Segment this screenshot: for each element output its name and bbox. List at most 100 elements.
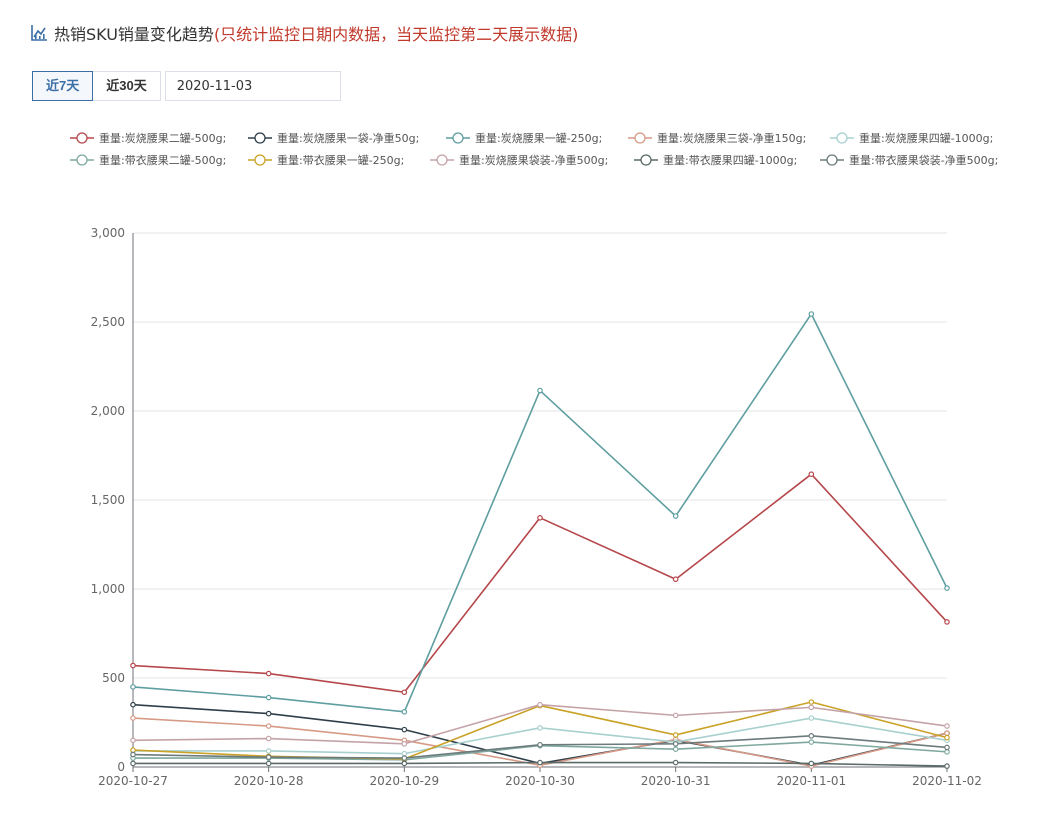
- data-point[interactable]: [537, 701, 543, 708]
- data-point[interactable]: [672, 712, 679, 719]
- data-point[interactable]: [944, 723, 950, 729]
- x-tick-label: 2020-11-02: [912, 774, 982, 788]
- y-tick-label: 500: [102, 671, 125, 685]
- data-point[interactable]: [672, 746, 679, 753]
- data-point[interactable]: [265, 723, 272, 729]
- data-point[interactable]: [944, 619, 950, 625]
- legend-marker: [436, 154, 448, 166]
- data-point[interactable]: [130, 715, 136, 721]
- legend-item[interactable]: 重量:炭烧腰果一罐-250g;: [446, 131, 602, 145]
- range-7-days-button[interactable]: 近7天: [32, 71, 94, 101]
- data-point[interactable]: [130, 684, 136, 690]
- legend-label: 重量:炭烧腰果三袋-净重150g;: [657, 131, 806, 145]
- legend-label: 重量:带衣腰果二罐-500g;: [99, 153, 226, 167]
- range-controls: 近7天 近30天: [32, 71, 341, 101]
- legend-marker: [640, 154, 652, 166]
- legend-item[interactable]: 重量:带衣腰果袋装-净重500g;: [820, 153, 998, 167]
- chart-series: [130, 311, 950, 769]
- data-point[interactable]: [808, 715, 815, 721]
- chart-grid: [133, 232, 947, 679]
- data-point[interactable]: [537, 759, 543, 766]
- chart-title: 热销SKU销量变化趋势: [54, 25, 214, 44]
- legend-item[interactable]: 重量:炭烧腰果三袋-净重150g;: [628, 131, 806, 145]
- legend-marker: [452, 132, 464, 144]
- legend-marker: [254, 132, 266, 144]
- data-point[interactable]: [944, 730, 950, 736]
- legend-item[interactable]: 重量:带衣腰果二罐-500g;: [70, 153, 226, 167]
- y-tick-label: 1,000: [91, 582, 125, 596]
- legend-marker: [634, 132, 646, 144]
- chart-header: 热销SKU销量变化趋势 (只统计监控日期内数据，当天监控第二天展示数据): [30, 20, 578, 46]
- x-tick-label: 2020-10-31: [641, 774, 711, 788]
- data-point[interactable]: [944, 744, 950, 751]
- data-point[interactable]: [265, 710, 272, 717]
- data-point[interactable]: [808, 760, 815, 767]
- chart-axes: 0 500 1,000 1,500 2,000 2,500 3,000 2020-10-27 2…: [91, 226, 982, 788]
- data-point[interactable]: [537, 387, 543, 394]
- date-input[interactable]: [164, 71, 341, 101]
- series-2: [130, 311, 950, 715]
- data-point[interactable]: [265, 760, 272, 767]
- data-point[interactable]: [672, 759, 679, 766]
- line-chart-icon: [31, 25, 47, 41]
- legend-item[interactable]: 重量:带衣腰果一罐-250g;: [248, 153, 404, 167]
- data-point[interactable]: [265, 748, 272, 754]
- data-point[interactable]: [672, 732, 679, 738]
- data-point[interactable]: [401, 760, 408, 767]
- data-point[interactable]: [808, 699, 815, 705]
- x-tick-label: 2020-10-30: [505, 774, 575, 788]
- legend-item[interactable]: 重量:炭烧腰果四罐-1000g;: [830, 131, 993, 145]
- data-point[interactable]: [944, 585, 950, 591]
- data-point[interactable]: [401, 750, 408, 757]
- y-tick-label: 0: [117, 760, 125, 774]
- data-point[interactable]: [808, 311, 815, 317]
- data-point[interactable]: [808, 704, 815, 711]
- data-point[interactable]: [944, 763, 950, 769]
- data-point[interactable]: [808, 733, 815, 739]
- legend-label: 重量:炭烧腰果二罐-500g;: [99, 131, 226, 145]
- x-tick-label: 2020-11-01: [776, 774, 846, 788]
- legend-item[interactable]: 重量:带衣腰果四罐-1000g;: [634, 153, 797, 167]
- data-point[interactable]: [130, 747, 136, 753]
- data-point[interactable]: [265, 670, 272, 677]
- data-point[interactable]: [130, 737, 136, 744]
- data-point[interactable]: [265, 694, 272, 701]
- legend-marker: [836, 132, 848, 144]
- data-point[interactable]: [672, 576, 679, 583]
- data-point[interactable]: [130, 662, 136, 669]
- data-point[interactable]: [537, 725, 543, 731]
- data-point[interactable]: [401, 709, 408, 715]
- data-point[interactable]: [401, 689, 408, 696]
- data-point[interactable]: [537, 514, 543, 521]
- series-0: [130, 471, 950, 696]
- data-point[interactable]: [401, 741, 408, 747]
- y-tick-label: 2,500: [91, 315, 125, 329]
- range-30-days-button[interactable]: 近30天: [93, 71, 161, 101]
- data-point[interactable]: [808, 739, 815, 745]
- legend-label: 重量:带衣腰果一罐-250g;: [277, 153, 404, 167]
- legend-label: 重量:炭烧腰果四罐-1000g;: [859, 131, 993, 145]
- data-point[interactable]: [130, 701, 136, 708]
- data-point[interactable]: [265, 735, 272, 742]
- data-point[interactable]: [401, 726, 408, 733]
- legend-item[interactable]: 重量:炭烧腰果二罐-500g;: [70, 131, 226, 145]
- x-tick-label: 2020-10-27: [98, 774, 168, 788]
- data-point[interactable]: [537, 741, 543, 748]
- data-point[interactable]: [130, 760, 136, 767]
- data-point[interactable]: [808, 471, 815, 477]
- data-point[interactable]: [130, 751, 136, 758]
- data-point[interactable]: [265, 754, 272, 761]
- y-tick-label: 3,000: [91, 226, 125, 240]
- series-line: [132, 703, 948, 745]
- data-point[interactable]: [944, 749, 950, 755]
- legend-marker: [76, 132, 88, 144]
- chart-legend: 重量:炭烧腰果二罐-500g; 重量:炭烧腰果一袋-净重50g; 重量:炭烧腰果一罐…: [70, 131, 998, 167]
- legend-item[interactable]: 重量:炭烧腰果袋装-净重500g;: [430, 153, 608, 167]
- data-point[interactable]: [672, 741, 679, 747]
- legend-marker: [826, 154, 838, 166]
- data-point[interactable]: [672, 513, 679, 519]
- data-point[interactable]: [401, 755, 408, 761]
- y-tick-label: 2,000: [91, 404, 125, 418]
- legend-item[interactable]: 重量:炭烧腰果一袋-净重50g;: [248, 131, 419, 145]
- data-point[interactable]: [944, 734, 950, 741]
